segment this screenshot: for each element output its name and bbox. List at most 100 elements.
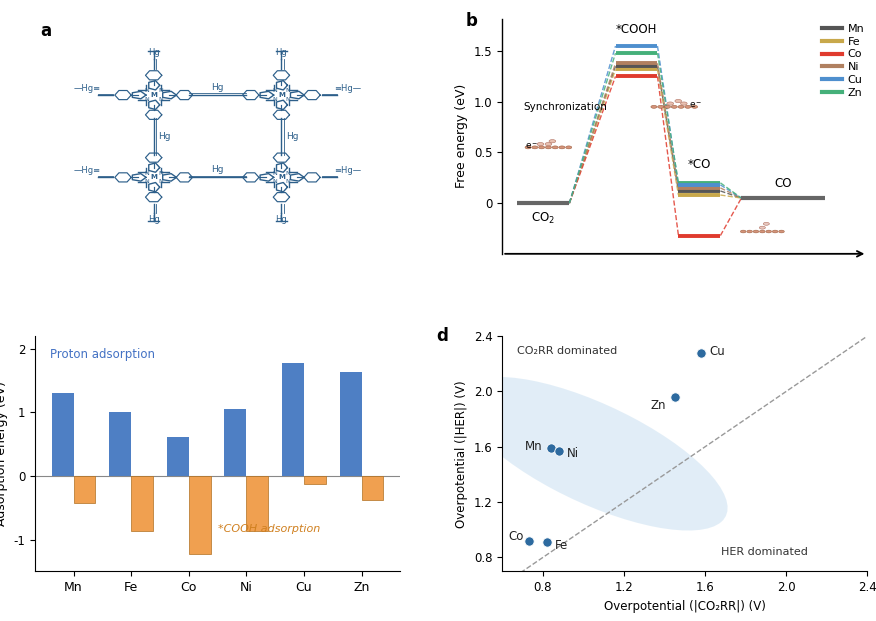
Point xyxy=(694,348,708,358)
Y-axis label: Free energy (eV): Free energy (eV) xyxy=(456,84,469,188)
Point xyxy=(540,537,554,547)
Text: *CO: *CO xyxy=(688,158,711,171)
Text: N: N xyxy=(272,171,277,176)
Bar xyxy=(74,476,95,502)
Circle shape xyxy=(678,106,684,108)
Circle shape xyxy=(537,142,544,146)
Text: N: N xyxy=(286,97,291,102)
Text: *COOH: *COOH xyxy=(616,23,657,36)
Text: e$^-$: e$^-$ xyxy=(689,101,702,111)
Circle shape xyxy=(753,230,759,233)
Circle shape xyxy=(766,230,772,233)
Text: N: N xyxy=(158,179,163,184)
Circle shape xyxy=(658,106,664,108)
Text: Proton adsorption: Proton adsorption xyxy=(50,348,155,361)
Point xyxy=(552,446,566,456)
Circle shape xyxy=(685,106,691,108)
Bar xyxy=(188,476,210,553)
Text: Mn: Mn xyxy=(525,440,542,453)
Circle shape xyxy=(759,230,765,233)
Text: N: N xyxy=(158,97,163,102)
Circle shape xyxy=(667,102,674,105)
Bar xyxy=(131,476,153,532)
Text: N: N xyxy=(272,179,277,184)
Y-axis label: Overpotential (|HER|) (V): Overpotential (|HER|) (V) xyxy=(456,380,468,527)
Text: N: N xyxy=(145,171,150,176)
Circle shape xyxy=(779,230,784,233)
Text: M: M xyxy=(278,92,285,98)
Circle shape xyxy=(566,146,572,149)
Bar xyxy=(362,476,384,500)
Text: Ni: Ni xyxy=(567,447,579,460)
Text: Hg: Hg xyxy=(276,215,287,224)
Circle shape xyxy=(532,146,538,149)
Circle shape xyxy=(740,230,746,233)
Text: N: N xyxy=(145,88,150,93)
Text: M: M xyxy=(278,175,285,180)
Text: N: N xyxy=(286,88,291,93)
Text: b: b xyxy=(466,12,477,30)
Circle shape xyxy=(552,146,558,149)
Text: d: d xyxy=(436,327,449,345)
Y-axis label: Adsorption energy (eV): Adsorption energy (eV) xyxy=(0,381,8,526)
Bar xyxy=(110,412,131,476)
X-axis label: Overpotential (|CO₂RR|) (V): Overpotential (|CO₂RR|) (V) xyxy=(604,600,766,612)
Circle shape xyxy=(546,146,551,149)
Text: N: N xyxy=(286,179,291,184)
Bar xyxy=(282,363,304,476)
Text: Hg: Hg xyxy=(286,132,299,141)
Circle shape xyxy=(773,230,778,233)
Bar xyxy=(166,437,188,476)
Text: Hg: Hg xyxy=(211,165,223,175)
Circle shape xyxy=(651,106,657,108)
Bar xyxy=(340,373,362,476)
Bar xyxy=(224,409,246,476)
Text: Synchronization: Synchronization xyxy=(523,102,607,112)
Bar xyxy=(52,393,74,476)
Text: —Hg≡: —Hg≡ xyxy=(74,166,101,175)
Circle shape xyxy=(549,140,555,143)
Circle shape xyxy=(671,106,677,108)
Text: HER dominated: HER dominated xyxy=(721,547,809,557)
Circle shape xyxy=(545,142,552,146)
Text: N: N xyxy=(158,88,163,93)
Text: Hg: Hg xyxy=(276,48,287,57)
Circle shape xyxy=(539,146,545,149)
Circle shape xyxy=(675,99,682,102)
Text: M: M xyxy=(150,175,157,180)
Point xyxy=(668,392,682,402)
Text: N: N xyxy=(272,88,277,93)
Circle shape xyxy=(759,226,766,229)
Text: ≡Hg—: ≡Hg— xyxy=(334,166,361,175)
Circle shape xyxy=(763,222,769,225)
Text: Zn: Zn xyxy=(650,399,666,412)
Text: M: M xyxy=(150,92,157,98)
Text: CO$_2$: CO$_2$ xyxy=(531,211,555,226)
Text: CO: CO xyxy=(774,177,792,190)
Text: N: N xyxy=(286,171,291,176)
Text: ≡Hg—: ≡Hg— xyxy=(334,84,361,93)
Circle shape xyxy=(559,146,565,149)
Circle shape xyxy=(525,146,531,149)
Text: *COOH adsorption: *COOH adsorption xyxy=(217,524,320,534)
Text: Co: Co xyxy=(508,530,524,543)
Text: Hg: Hg xyxy=(148,215,159,224)
Text: N: N xyxy=(145,97,150,102)
Text: CO₂RR dominated: CO₂RR dominated xyxy=(517,345,617,356)
Text: N: N xyxy=(158,171,163,176)
Text: Hg: Hg xyxy=(211,83,223,92)
Circle shape xyxy=(665,106,670,108)
Text: a: a xyxy=(40,22,52,40)
Circle shape xyxy=(747,230,752,233)
Ellipse shape xyxy=(459,377,728,530)
Text: Hg: Hg xyxy=(159,132,171,141)
Text: N: N xyxy=(272,97,277,102)
Text: —Hg≡: —Hg≡ xyxy=(74,84,101,93)
Text: e$^-$: e$^-$ xyxy=(526,142,539,151)
Circle shape xyxy=(681,102,687,105)
Text: Hg: Hg xyxy=(148,48,159,57)
Bar xyxy=(246,476,268,532)
Point xyxy=(544,443,558,453)
Bar xyxy=(304,476,326,484)
Legend: Mn, Fe, Co, Ni, Cu, Zn: Mn, Fe, Co, Ni, Cu, Zn xyxy=(818,19,869,102)
